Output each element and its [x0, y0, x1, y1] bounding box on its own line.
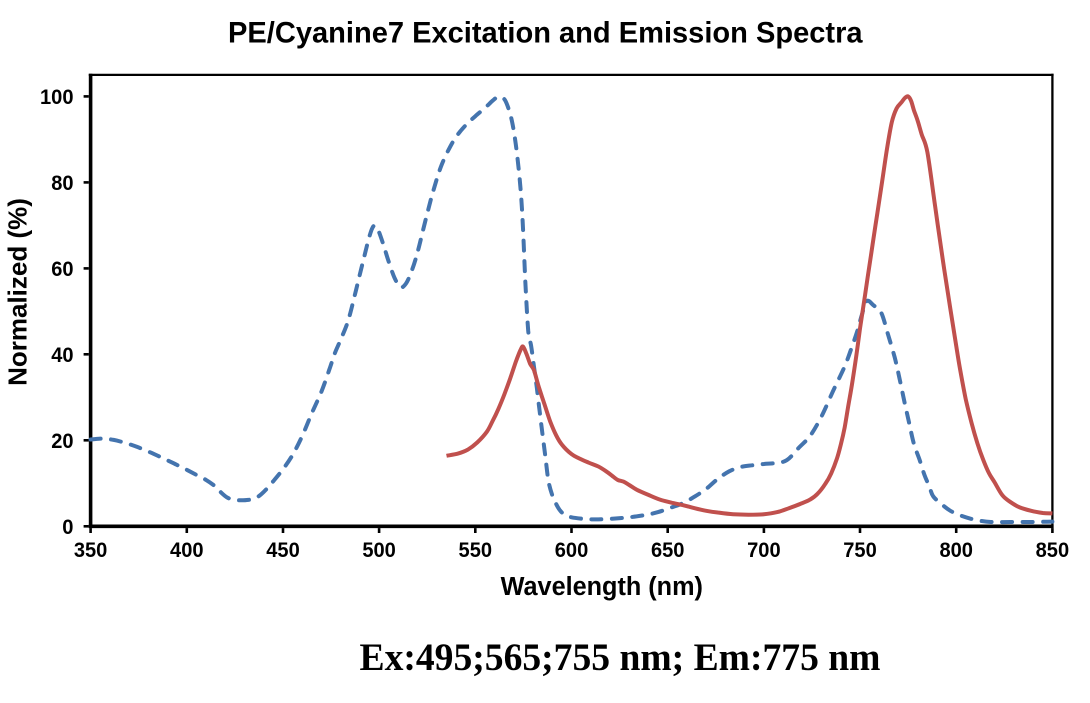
svg-text:Normalized (%): Normalized (%) [2, 198, 32, 386]
svg-text:800: 800 [939, 538, 973, 562]
svg-text:PE/Cyanine7 Excitation and Emi: PE/Cyanine7 Excitation and Emission Spec… [228, 17, 863, 50]
svg-text:80: 80 [51, 171, 73, 195]
svg-text:60: 60 [51, 257, 73, 281]
svg-text:0: 0 [62, 515, 73, 539]
svg-text:700: 700 [747, 538, 781, 562]
svg-text:750: 750 [843, 538, 877, 562]
svg-text:100: 100 [40, 85, 74, 109]
svg-text:Ex:495;565;755 nm; Em:775 nm: Ex:495;565;755 nm; Em:775 nm [360, 636, 881, 679]
svg-text:600: 600 [555, 538, 589, 562]
svg-text:500: 500 [362, 538, 396, 562]
svg-text:450: 450 [266, 538, 300, 562]
svg-text:650: 650 [651, 538, 685, 562]
svg-text:350: 350 [74, 538, 108, 562]
svg-text:Wavelength (nm): Wavelength (nm) [501, 573, 703, 601]
svg-text:400: 400 [170, 538, 204, 562]
svg-text:850: 850 [1036, 538, 1070, 562]
svg-text:40: 40 [51, 343, 73, 367]
svg-text:20: 20 [51, 429, 73, 453]
svg-text:550: 550 [459, 538, 493, 562]
